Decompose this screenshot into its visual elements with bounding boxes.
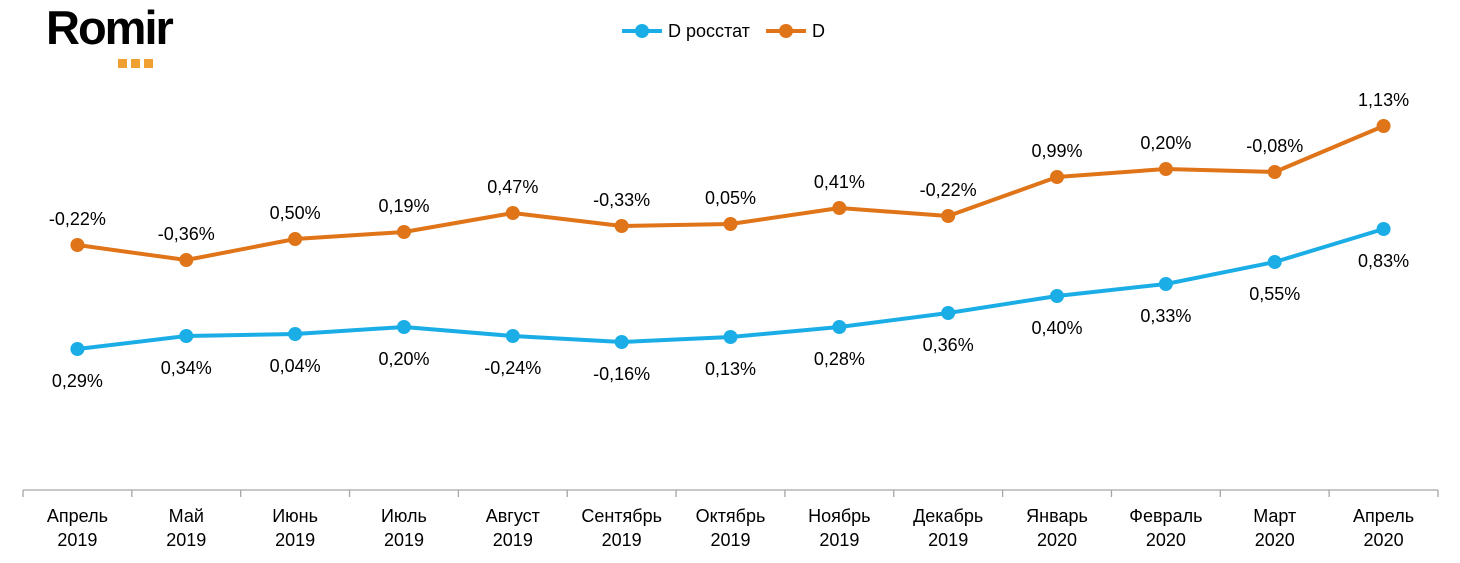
x-tick-label: Август bbox=[486, 506, 540, 526]
x-tick-label: Февраль bbox=[1129, 506, 1202, 526]
romir-logo: Romir bbox=[46, 1, 216, 68]
legend-label-rosstat: D росстат bbox=[668, 20, 750, 41]
data-point bbox=[723, 330, 738, 344]
data-label: 0,40% bbox=[1032, 318, 1083, 338]
x-tick-label: 2020 bbox=[1037, 530, 1077, 550]
x-tick-label: 2020 bbox=[1255, 530, 1295, 550]
data-label: 0,20% bbox=[378, 349, 429, 369]
data-label: 0,33% bbox=[1140, 306, 1191, 326]
data-point bbox=[70, 238, 85, 252]
data-point bbox=[179, 329, 194, 343]
data-label: -0,24% bbox=[484, 358, 541, 378]
data-point bbox=[1267, 255, 1282, 269]
data-label: -0,16% bbox=[593, 364, 650, 384]
x-tick-label: Апрель bbox=[1353, 506, 1414, 526]
data-point bbox=[1376, 222, 1391, 236]
x-tick-label: Январь bbox=[1026, 506, 1088, 526]
data-point bbox=[832, 201, 847, 215]
data-label: 0,83% bbox=[1358, 251, 1409, 271]
data-point bbox=[396, 320, 411, 334]
legend-item-rosstat: D росстат bbox=[620, 19, 750, 43]
x-tick-label: Сентябрь bbox=[581, 506, 662, 526]
legend-swatch-d bbox=[765, 24, 806, 38]
x-tick-label: 2019 bbox=[928, 530, 968, 550]
data-label: 0,04% bbox=[270, 356, 321, 376]
data-label: 0,29% bbox=[52, 371, 103, 391]
data-label: 0,19% bbox=[378, 196, 429, 216]
x-tick-label: 2019 bbox=[166, 530, 206, 550]
legend-label-d: D bbox=[811, 20, 825, 41]
x-tick-label: 2019 bbox=[493, 530, 533, 550]
x-tick-label: 2019 bbox=[710, 530, 750, 550]
data-point bbox=[1050, 170, 1065, 184]
x-tick-label: Декабрь bbox=[913, 506, 983, 526]
logo-dots bbox=[118, 55, 157, 73]
data-point bbox=[832, 320, 847, 334]
logo-dot bbox=[118, 59, 127, 68]
chart-legend: D росстат D bbox=[620, 18, 839, 44]
data-label: 0,36% bbox=[923, 335, 974, 355]
x-tick-label: 2019 bbox=[57, 530, 97, 550]
x-tick-label: Октябрь bbox=[696, 506, 766, 526]
data-point bbox=[723, 217, 738, 231]
data-point bbox=[505, 329, 520, 343]
data-label: -0,36% bbox=[158, 224, 215, 244]
data-label: 0,34% bbox=[161, 358, 212, 378]
data-point bbox=[1158, 162, 1173, 176]
data-point bbox=[1050, 289, 1065, 303]
data-point bbox=[179, 253, 194, 267]
x-tick-label: Июнь bbox=[272, 506, 318, 526]
x-tick-label: 2020 bbox=[1146, 530, 1186, 550]
data-point bbox=[396, 225, 411, 239]
data-label: 0,55% bbox=[1249, 284, 1300, 304]
x-tick-label: Апрель bbox=[47, 506, 108, 526]
data-point bbox=[941, 306, 956, 320]
data-point bbox=[288, 232, 303, 246]
logo-dot bbox=[131, 59, 140, 68]
data-point bbox=[505, 206, 520, 220]
data-label: 0,99% bbox=[1032, 141, 1083, 161]
data-point bbox=[70, 342, 85, 356]
data-label: -0,08% bbox=[1246, 136, 1303, 156]
x-tick-label: Ноябрь bbox=[808, 506, 870, 526]
x-tick-label: 2020 bbox=[1364, 530, 1404, 550]
data-label: 0,13% bbox=[705, 359, 756, 379]
data-label: 1,13% bbox=[1358, 90, 1409, 110]
data-label: 0,20% bbox=[1140, 133, 1191, 153]
data-label: 0,41% bbox=[814, 172, 865, 192]
data-label: 0,50% bbox=[270, 203, 321, 223]
data-point bbox=[1158, 277, 1173, 291]
legend-item-d: D bbox=[764, 19, 825, 43]
logo-text: Romir bbox=[46, 1, 174, 54]
data-point bbox=[614, 219, 629, 233]
x-tick-label: 2019 bbox=[602, 530, 642, 550]
data-label: 0,05% bbox=[705, 188, 756, 208]
x-tick-label: Июль bbox=[381, 506, 427, 526]
x-tick-label: Март bbox=[1253, 506, 1296, 526]
x-tick-label: Май bbox=[169, 506, 204, 526]
data-point bbox=[941, 209, 956, 223]
data-label: -0,22% bbox=[920, 180, 977, 200]
data-point bbox=[614, 335, 629, 349]
data-label: -0,22% bbox=[49, 209, 106, 229]
x-tick-label: 2019 bbox=[819, 530, 859, 550]
logo-dot bbox=[144, 59, 153, 68]
data-point bbox=[288, 327, 303, 341]
x-tick-label: 2019 bbox=[384, 530, 424, 550]
data-label: -0,33% bbox=[593, 190, 650, 210]
data-label: 0,47% bbox=[487, 177, 538, 197]
x-tick-label: 2019 bbox=[275, 530, 315, 550]
data-label: 0,28% bbox=[814, 349, 865, 369]
legend-swatch-rosstat bbox=[622, 24, 662, 38]
data-point bbox=[1376, 119, 1391, 133]
data-point bbox=[1267, 165, 1282, 179]
